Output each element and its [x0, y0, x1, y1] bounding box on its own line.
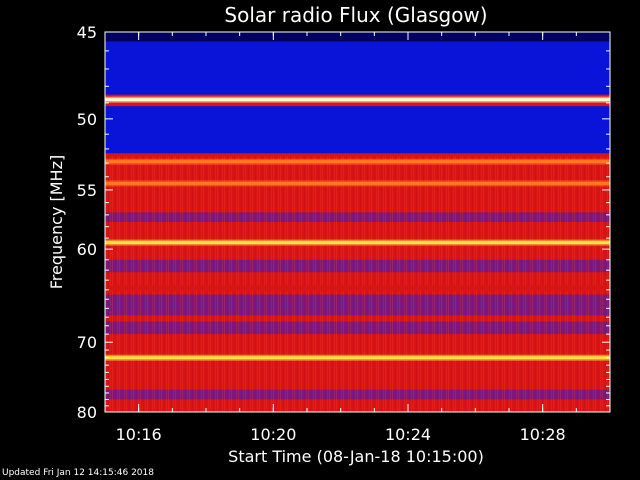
heatmap-band-3 [105, 241, 610, 245]
heatmap-texture [105, 156, 610, 412]
y-axis-label: Frequency [MHz] [47, 155, 66, 289]
heatmap-band-1 [105, 160, 610, 164]
y-tick-label-0: 45 [77, 23, 97, 42]
y-tick-label-5: 80 [77, 403, 97, 422]
y-tick-label-3: 60 [77, 240, 97, 259]
heatmap-dark-band-2 [105, 106, 610, 154]
plot-frame [104, 31, 611, 413]
plot-area [105, 32, 610, 412]
x-tick-label-3: 10:28 [520, 425, 566, 444]
heatmap-dark-band-0 [105, 32, 610, 42]
heatmap-dark-band-1 [105, 41, 610, 95]
heatmap-band-4 [105, 286, 610, 290]
x-axis-label: Start Time (08-Jan-18 10:15:00) [228, 447, 484, 466]
chart-title: Solar radio Flux (Glasgow) [224, 3, 487, 27]
heatmap-band-5 [105, 356, 610, 360]
x-axis: 10:16 10:20 10:24 10:28 [116, 32, 577, 444]
y-tick-label-1: 50 [77, 110, 97, 129]
y-tick-label-4: 70 [77, 333, 97, 352]
x-tick-label-2: 10:24 [385, 425, 431, 444]
x-tick-label-0: 10:16 [116, 425, 162, 444]
updated-timestamp: Updated Fri Jan 12 14:15:46 2018 [2, 468, 154, 478]
heatmap-band-0 [105, 98, 610, 102]
x-tick-label-1: 10:20 [250, 425, 296, 444]
y-tick-label-2: 55 [77, 181, 97, 200]
heatmap-band-2 [105, 181, 610, 185]
